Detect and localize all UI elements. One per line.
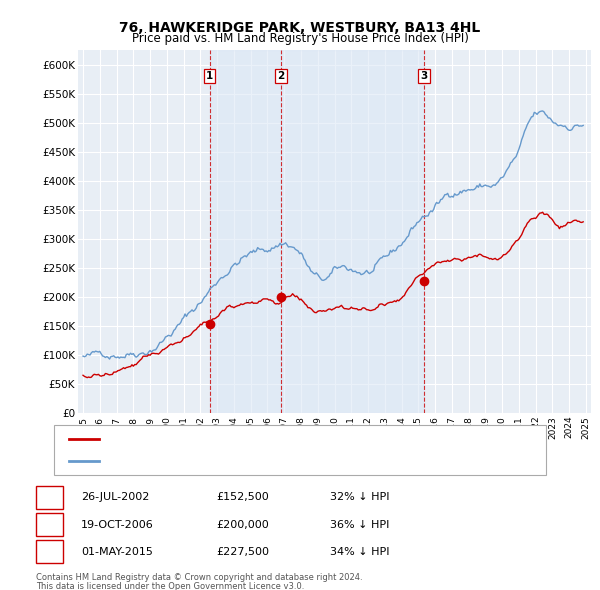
Text: HPI: Average price, detached house, Wiltshire: HPI: Average price, detached house, Wilt… bbox=[105, 456, 329, 466]
Text: 3: 3 bbox=[46, 547, 53, 556]
Text: 34% ↓ HPI: 34% ↓ HPI bbox=[330, 547, 389, 556]
Text: 76, HAWKERIDGE PARK, WESTBURY, BA13 4HL (detached house): 76, HAWKERIDGE PARK, WESTBURY, BA13 4HL … bbox=[105, 434, 422, 444]
Text: 19-OCT-2006: 19-OCT-2006 bbox=[81, 520, 154, 529]
Text: This data is licensed under the Open Government Licence v3.0.: This data is licensed under the Open Gov… bbox=[36, 582, 304, 590]
Bar bbox=[210, 50, 281, 413]
Text: 2: 2 bbox=[277, 71, 284, 81]
Text: 3: 3 bbox=[420, 71, 427, 81]
Bar bbox=[281, 50, 424, 413]
Text: Contains HM Land Registry data © Crown copyright and database right 2024.: Contains HM Land Registry data © Crown c… bbox=[36, 573, 362, 582]
Text: £200,000: £200,000 bbox=[216, 520, 269, 529]
Text: 76, HAWKERIDGE PARK, WESTBURY, BA13 4HL: 76, HAWKERIDGE PARK, WESTBURY, BA13 4HL bbox=[119, 21, 481, 35]
Text: 1: 1 bbox=[206, 71, 214, 81]
Text: 01-MAY-2015: 01-MAY-2015 bbox=[81, 547, 153, 556]
Text: £152,500: £152,500 bbox=[216, 493, 269, 502]
Text: 36% ↓ HPI: 36% ↓ HPI bbox=[330, 520, 389, 529]
Text: 32% ↓ HPI: 32% ↓ HPI bbox=[330, 493, 389, 502]
Text: 1: 1 bbox=[46, 493, 53, 502]
Text: £227,500: £227,500 bbox=[216, 547, 269, 556]
Text: 2: 2 bbox=[46, 520, 53, 529]
Text: Price paid vs. HM Land Registry's House Price Index (HPI): Price paid vs. HM Land Registry's House … bbox=[131, 32, 469, 45]
Text: 26-JUL-2002: 26-JUL-2002 bbox=[81, 493, 149, 502]
